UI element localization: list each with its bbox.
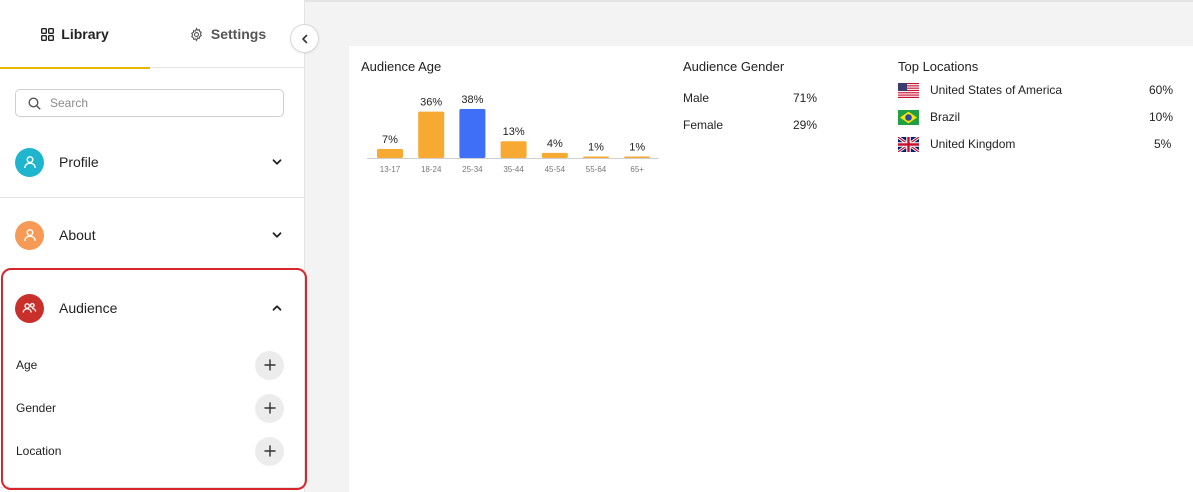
- age-bar-35-44: [500, 141, 527, 158]
- section-audience-label: Audience: [59, 300, 118, 316]
- age-bar-13-17: [377, 148, 403, 158]
- age-bar-55-64: [583, 156, 609, 158]
- main-top-border: [305, 0, 1193, 2]
- age-bar-65+: [624, 156, 651, 158]
- gear-icon: [189, 26, 204, 42]
- plus-icon: [263, 359, 276, 371]
- age-tick-label: 45-54: [545, 165, 566, 174]
- age-bar-25-34: [459, 109, 486, 158]
- us-flag-icon: [898, 83, 919, 98]
- plus-icon: [263, 445, 276, 457]
- plus-icon: [263, 402, 276, 414]
- search-input[interactable]: [50, 96, 270, 110]
- location-value-uk: 5%: [1154, 137, 1172, 151]
- collapse-sidebar-button[interactable]: [290, 24, 319, 53]
- sidebar-section-about[interactable]: About: [0, 219, 305, 251]
- location-value-br: 10%: [1149, 110, 1174, 124]
- age-bar-value-label: 38%: [461, 94, 483, 106]
- sidebar: Library Settings Profile About: [0, 0, 305, 492]
- tab-library[interactable]: Library: [0, 0, 150, 69]
- age-bar-45-54: [541, 152, 568, 158]
- tab-library-label: Library: [61, 26, 109, 42]
- age-bar-value-label: 1%: [629, 142, 645, 154]
- chevron-left-icon: [301, 34, 307, 43]
- age-tick-label: 55-64: [586, 165, 607, 174]
- age-bar-value-label: 13%: [503, 126, 525, 138]
- section-profile-label: Profile: [59, 154, 99, 170]
- audience-users-icon: [15, 293, 44, 323]
- search-box: [15, 89, 284, 117]
- uk-flag-icon: [898, 137, 919, 152]
- age-bar-value-label: 4%: [547, 138, 563, 150]
- age-bar-value-label: 7%: [382, 134, 398, 146]
- audience-age-chart: 7% 13-17 36% 18-24 38% 25-34 13% 35-44 4% 45-54 1%…: [367, 94, 659, 174]
- profile-user-icon: [15, 147, 44, 177]
- about-user-icon: [15, 220, 44, 250]
- audience-item-gender: Gender: [0, 393, 305, 423]
- add-age-button[interactable]: [255, 350, 284, 380]
- audience-gender-title: Audience Gender: [683, 59, 785, 74]
- sidebar-section-profile[interactable]: Profile: [0, 146, 305, 178]
- gender-label-female: Female: [683, 118, 724, 132]
- location-country-us: United States of America: [930, 83, 1063, 97]
- divider: [0, 197, 305, 198]
- age-tick-label: 25-34: [462, 165, 483, 174]
- gender-value-female: 29%: [793, 118, 818, 132]
- age-tick-label: 65+: [630, 165, 644, 174]
- location-country-uk: United Kingdom: [930, 137, 1016, 151]
- audience-item-age: Age: [0, 350, 305, 380]
- chevron-down-icon[interactable]: [271, 229, 283, 241]
- audience-item-label: Location: [16, 444, 62, 458]
- age-tick-label: 13-17: [380, 165, 401, 174]
- tab-settings-label: Settings: [210, 26, 267, 42]
- chevron-up-icon[interactable]: [271, 302, 283, 314]
- grid-icon: [41, 27, 55, 41]
- audience-card: Audience Age 7% 13-17 36% 18-24 38% 25-34 13% 3…: [349, 46, 1193, 492]
- divider: [0, 487, 305, 488]
- age-bar-value-label: 36%: [420, 97, 442, 109]
- gender-label-male: Male: [683, 91, 710, 105]
- sidebar-section-audience[interactable]: Audience: [0, 292, 305, 324]
- age-tick-label: 18-24: [421, 165, 442, 174]
- audience-age-title: Audience Age: [361, 59, 442, 74]
- location-value-us: 60%: [1149, 83, 1174, 97]
- add-location-button[interactable]: [255, 436, 284, 466]
- audience-item-location: Location: [0, 436, 305, 466]
- age-bar-18-24: [418, 111, 445, 158]
- section-about-label: About: [59, 227, 96, 243]
- location-country-br: Brazil: [930, 110, 961, 124]
- tab-settings[interactable]: Settings: [150, 0, 305, 68]
- gender-value-male: 71%: [793, 91, 818, 105]
- top-locations-title: Top Locations: [898, 59, 979, 74]
- search-icon: [28, 96, 41, 110]
- audience-item-label: Gender: [16, 401, 57, 415]
- br-flag-icon: [898, 110, 919, 125]
- chevron-down-icon[interactable]: [271, 156, 283, 168]
- sidebar-tabs: Library Settings: [0, 0, 305, 69]
- age-tick-label: 35-44: [503, 165, 524, 174]
- add-gender-button[interactable]: [255, 393, 284, 423]
- age-bar-value-label: 1%: [588, 142, 604, 154]
- audience-item-label: Age: [16, 358, 38, 372]
